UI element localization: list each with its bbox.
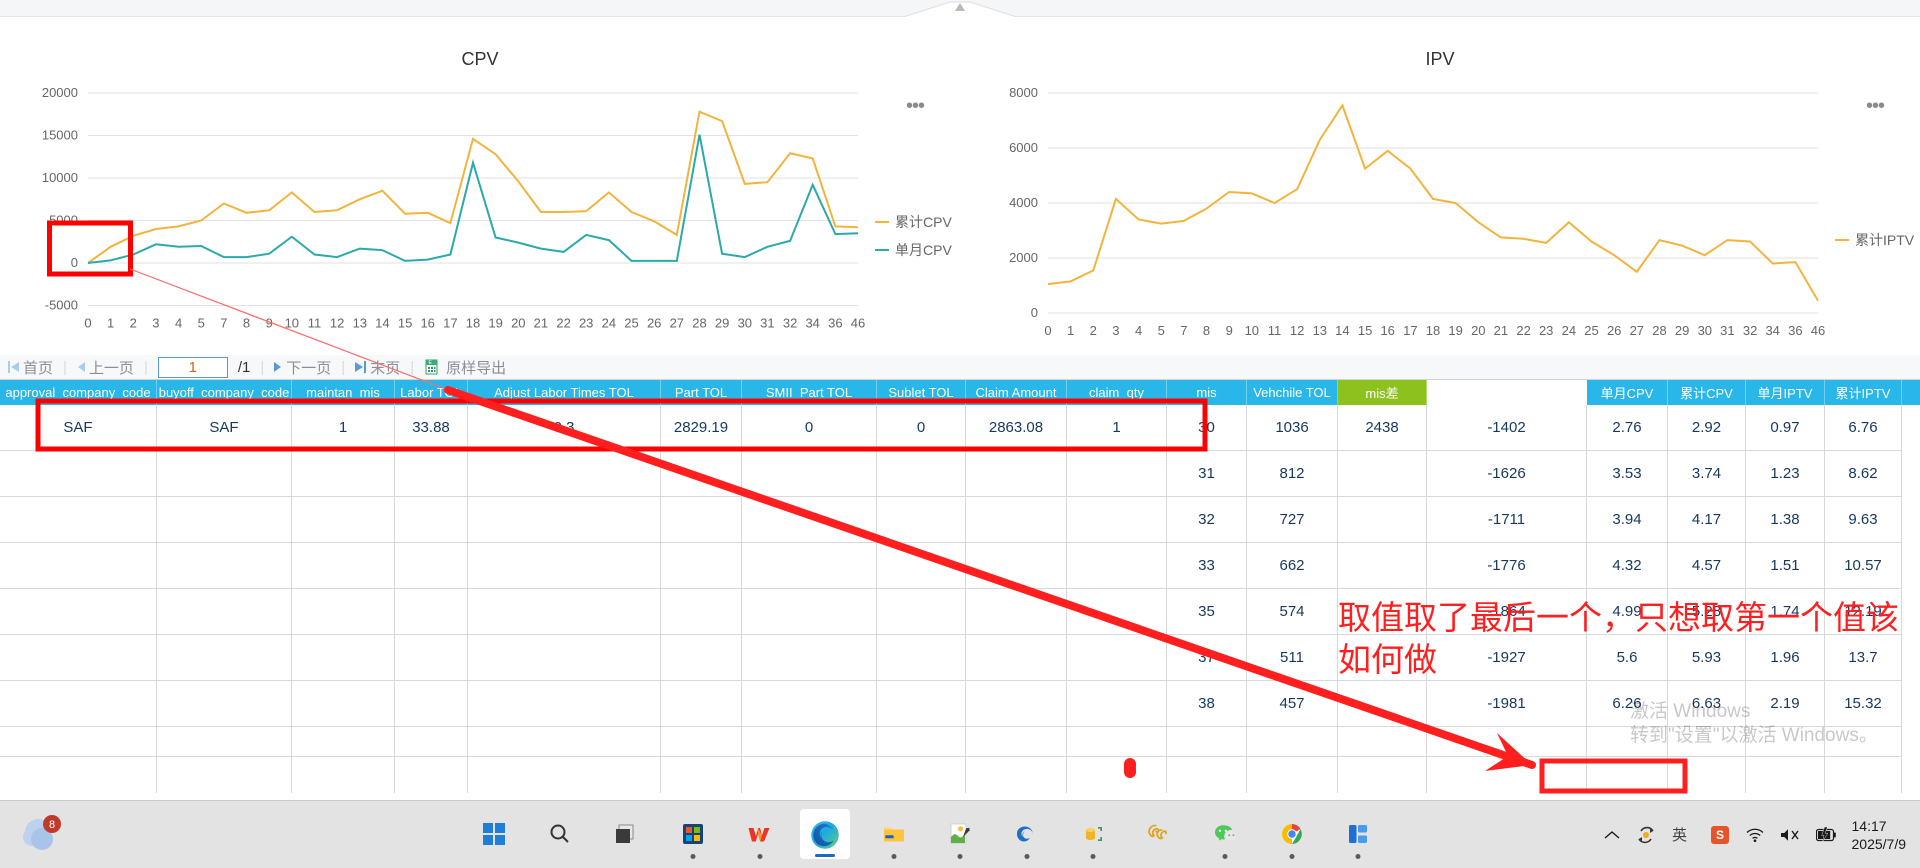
svg-text:0: 0 bbox=[71, 255, 78, 270]
svg-text:4: 4 bbox=[175, 316, 182, 331]
svg-text:14: 14 bbox=[375, 316, 389, 331]
svg-text:17: 17 bbox=[1403, 323, 1417, 338]
svg-text:28: 28 bbox=[1652, 323, 1666, 338]
svg-text:0: 0 bbox=[84, 316, 91, 331]
svg-text:2: 2 bbox=[130, 316, 137, 331]
svg-text:-5000: -5000 bbox=[45, 298, 78, 313]
svg-text:2: 2 bbox=[1090, 323, 1097, 338]
svg-text:0: 0 bbox=[1044, 323, 1051, 338]
svg-text:12: 12 bbox=[1290, 323, 1304, 338]
svg-text:21: 21 bbox=[534, 316, 548, 331]
svg-text:1: 1 bbox=[107, 316, 114, 331]
svg-text:26: 26 bbox=[647, 316, 661, 331]
svg-text:20000: 20000 bbox=[42, 85, 78, 100]
svg-text:34: 34 bbox=[1765, 323, 1779, 338]
svg-text:15: 15 bbox=[398, 316, 412, 331]
svg-text:29: 29 bbox=[715, 316, 729, 331]
svg-text:9: 9 bbox=[266, 316, 273, 331]
svg-text:S: S bbox=[1715, 828, 1723, 842]
svg-text:31: 31 bbox=[1720, 323, 1734, 338]
svg-text:19: 19 bbox=[1448, 323, 1462, 338]
svg-text:20: 20 bbox=[511, 316, 525, 331]
svg-text:16: 16 bbox=[420, 316, 434, 331]
svg-text:32: 32 bbox=[1743, 323, 1757, 338]
svg-text:26: 26 bbox=[1607, 323, 1621, 338]
svg-text:34: 34 bbox=[805, 316, 819, 331]
svg-text:29: 29 bbox=[1675, 323, 1689, 338]
svg-text:2000: 2000 bbox=[1009, 250, 1038, 265]
svg-text:24: 24 bbox=[1562, 323, 1576, 338]
svg-text:15000: 15000 bbox=[42, 128, 78, 143]
svg-text:18: 18 bbox=[1426, 323, 1440, 338]
svg-text:22: 22 bbox=[1516, 323, 1530, 338]
svg-text:9: 9 bbox=[1226, 323, 1233, 338]
svg-text:8: 8 bbox=[243, 316, 250, 331]
svg-text:15: 15 bbox=[1358, 323, 1372, 338]
svg-text:11: 11 bbox=[308, 316, 322, 331]
svg-text:12: 12 bbox=[330, 316, 344, 331]
svg-text:46: 46 bbox=[851, 316, 865, 331]
svg-text:5: 5 bbox=[198, 316, 205, 331]
svg-text:31: 31 bbox=[760, 316, 774, 331]
svg-text:7: 7 bbox=[220, 316, 227, 331]
svg-text:30: 30 bbox=[738, 316, 752, 331]
svg-text:17: 17 bbox=[443, 316, 457, 331]
svg-text:36: 36 bbox=[828, 316, 842, 331]
svg-text:10000: 10000 bbox=[42, 170, 78, 185]
svg-text:24: 24 bbox=[602, 316, 616, 331]
svg-text:3: 3 bbox=[1112, 323, 1119, 338]
svg-text:14: 14 bbox=[1335, 323, 1349, 338]
svg-text:32: 32 bbox=[783, 316, 797, 331]
svg-text:27: 27 bbox=[1630, 323, 1644, 338]
svg-text:6000: 6000 bbox=[1009, 140, 1038, 155]
svg-text:30: 30 bbox=[1698, 323, 1712, 338]
svg-text:23: 23 bbox=[579, 316, 593, 331]
svg-text:4: 4 bbox=[1135, 323, 1142, 338]
svg-text:13: 13 bbox=[353, 316, 367, 331]
svg-text:8: 8 bbox=[1203, 323, 1210, 338]
svg-text:20: 20 bbox=[1471, 323, 1485, 338]
svg-text:5000: 5000 bbox=[49, 213, 78, 228]
svg-text:16: 16 bbox=[1380, 323, 1394, 338]
svg-text:8000: 8000 bbox=[1009, 85, 1038, 100]
svg-text:19: 19 bbox=[488, 316, 502, 331]
svg-text:1: 1 bbox=[1067, 323, 1074, 338]
svg-text:25: 25 bbox=[624, 316, 638, 331]
svg-text:25: 25 bbox=[1584, 323, 1598, 338]
svg-text:21: 21 bbox=[1494, 323, 1508, 338]
svg-text:36: 36 bbox=[1788, 323, 1802, 338]
svg-text:5: 5 bbox=[1158, 323, 1165, 338]
svg-text:11: 11 bbox=[1268, 323, 1282, 338]
svg-text:46: 46 bbox=[1811, 323, 1825, 338]
svg-text:28: 28 bbox=[692, 316, 706, 331]
svg-text:4000: 4000 bbox=[1009, 195, 1038, 210]
svg-text:23: 23 bbox=[1539, 323, 1553, 338]
svg-text:0: 0 bbox=[1031, 305, 1038, 320]
svg-text:10: 10 bbox=[285, 316, 299, 331]
svg-text:8: 8 bbox=[49, 819, 55, 831]
svg-text:13: 13 bbox=[1313, 323, 1327, 338]
svg-text:7: 7 bbox=[1180, 323, 1187, 338]
svg-text:22: 22 bbox=[556, 316, 570, 331]
svg-text:10: 10 bbox=[1245, 323, 1259, 338]
svg-text:3: 3 bbox=[152, 316, 159, 331]
svg-text:18: 18 bbox=[466, 316, 480, 331]
svg-text:27: 27 bbox=[670, 316, 684, 331]
svg-text:英: 英 bbox=[1672, 826, 1687, 844]
